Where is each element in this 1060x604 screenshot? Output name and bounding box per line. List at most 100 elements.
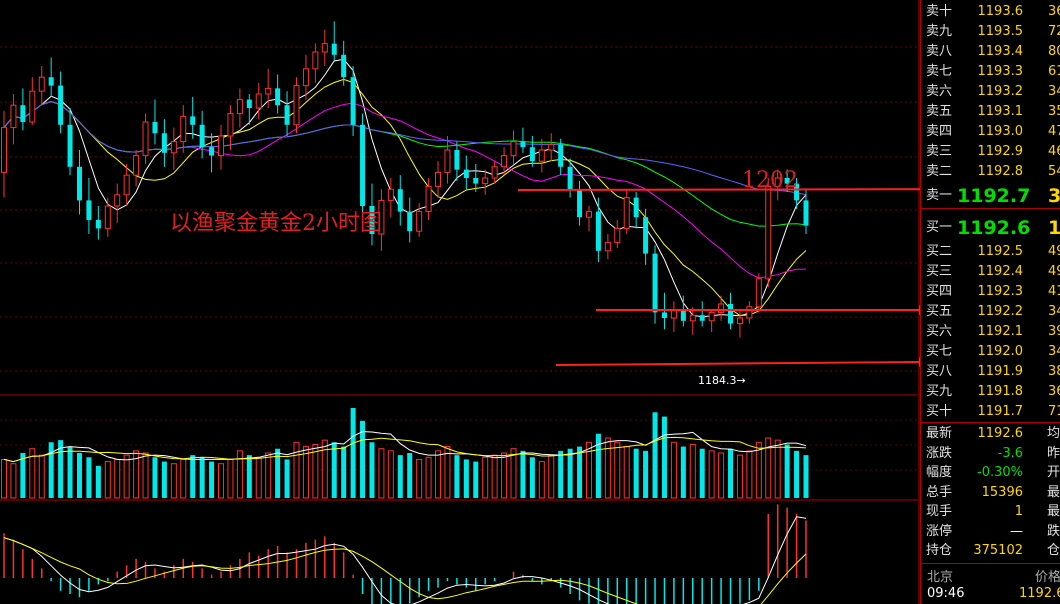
bid-row[interactable]: 买五 1192.2 34	[921, 302, 1060, 322]
volume-bar	[689, 443, 696, 499]
volume-bar	[728, 448, 734, 498]
ask-row[interactable]: 卖九 1193.5 72	[921, 22, 1060, 42]
volume-bar	[652, 412, 658, 498]
volume-bar	[331, 442, 337, 498]
candle	[397, 175, 403, 226]
candle	[199, 110, 205, 159]
bid-row[interactable]: 买七 1192.0 34	[921, 342, 1060, 362]
volume-bar	[803, 455, 809, 498]
bid-price: 1192.1	[977, 324, 1024, 339]
bid-volume: 49	[1048, 264, 1060, 279]
ask-row[interactable]: 卖二 1192.8 54	[921, 162, 1060, 182]
volume-bar	[133, 450, 140, 499]
bid-row[interactable]: 买八 1191.9 38	[921, 362, 1060, 382]
footer-price: 1192.6	[1019, 586, 1060, 601]
candle	[218, 124, 225, 170]
volume-bar	[425, 456, 432, 499]
volume-bar	[284, 459, 290, 498]
volume-bar	[670, 441, 677, 499]
level-lines	[517, 188, 920, 367]
bid-row[interactable]: 买六 1192.1 39	[921, 322, 1060, 342]
divider	[921, 422, 1060, 423]
ask-row[interactable]: 卖六 1193.2 34	[921, 82, 1060, 102]
arrow-head-icon	[919, 305, 920, 315]
macd-line	[3, 516, 807, 604]
ask-row[interactable]: 卖五 1193.1 35	[921, 102, 1060, 122]
volume-bar	[435, 450, 442, 499]
ask-price: 1193.3	[977, 64, 1024, 79]
volume-bar	[774, 439, 781, 499]
candle	[765, 178, 772, 288]
volume-ma-line	[3, 436, 807, 463]
ask-row[interactable]: 卖四 1193.0 47	[921, 122, 1060, 142]
ma60-line	[3, 100, 807, 196]
candle	[48, 57, 54, 97]
candle	[38, 66, 45, 106]
candle	[95, 206, 101, 240]
candle	[142, 113, 149, 164]
volume-bar	[199, 457, 205, 498]
volume-bar	[510, 448, 517, 499]
bid-row[interactable]: 买三 1192.4 49	[921, 262, 1060, 282]
bid-volume: 34	[1048, 344, 1060, 359]
ask-label: 卖六	[926, 84, 953, 99]
candle	[86, 178, 92, 234]
candle	[746, 301, 753, 324]
volume-bar	[491, 454, 498, 499]
ask-volume: 47	[1048, 124, 1060, 139]
ask-volume: 46	[1048, 144, 1060, 159]
candle	[623, 189, 630, 234]
candle	[1, 110, 7, 198]
ask-label: 卖九	[926, 24, 953, 39]
candle	[331, 21, 337, 61]
bid-price: 1191.9	[977, 364, 1024, 379]
footer-place: 北京	[927, 570, 954, 585]
candle	[360, 113, 366, 220]
ask-volume: 80	[1048, 44, 1060, 59]
volume-bar	[604, 437, 611, 499]
ask-row[interactable]: 卖三 1192.9 46	[921, 142, 1060, 162]
macd-panel	[3, 504, 807, 604]
bid-volume: 34	[1048, 304, 1060, 319]
quote-label-2: 最	[1047, 504, 1060, 519]
bid-label: 买二	[926, 244, 953, 259]
candle	[58, 71, 64, 134]
bid-label: 买一	[926, 220, 953, 235]
candle	[76, 150, 82, 215]
bid-row[interactable]: 买十 1191.7 71	[921, 402, 1060, 422]
ask-row[interactable]: 卖八 1193.4 80	[921, 42, 1060, 62]
bid-row[interactable]: 买二 1192.5 49	[921, 242, 1060, 262]
volume-bar	[20, 453, 26, 498]
ask-volume: 35	[1048, 104, 1060, 119]
ask-row[interactable]: 卖一 1192.7 3	[921, 184, 1060, 208]
ask-price: 1193.2	[977, 84, 1024, 99]
ask-row[interactable]: 卖七 1193.3 61	[921, 62, 1060, 82]
candle	[643, 208, 649, 265]
bid-row[interactable]: 买九 1191.8 36	[921, 382, 1060, 402]
volume-bar	[95, 465, 101, 498]
quote-value: 1	[1014, 504, 1023, 519]
candle	[227, 105, 234, 150]
volume-bar	[350, 408, 356, 498]
volume-bar	[680, 446, 686, 498]
ask-label: 卖八	[926, 44, 953, 59]
candle	[558, 138, 564, 176]
bid-price: 1191.8	[977, 384, 1024, 399]
bid-row[interactable]: 买一 1192.6 1	[921, 216, 1060, 240]
quote-row: 涨停 — 跌	[921, 522, 1060, 542]
candle	[454, 141, 460, 181]
ask-row[interactable]: 卖十 1193.6 36	[921, 2, 1060, 22]
candle	[548, 133, 555, 162]
ask-volume: 54	[1048, 164, 1060, 179]
bid-volume: 49	[1048, 244, 1060, 259]
quote-label-2: 最	[1047, 484, 1060, 500]
candle	[170, 127, 177, 170]
ask-label: 卖一	[926, 188, 953, 203]
footer-values: 09:46 1192.6	[921, 586, 1060, 604]
ask-price: 1192.7	[957, 185, 1031, 207]
level-line	[555, 361, 920, 366]
volume-bar	[755, 441, 762, 499]
volume-bar	[302, 446, 309, 499]
bid-row[interactable]: 买四 1192.3 41	[921, 282, 1060, 302]
bid-volume: 41	[1048, 284, 1060, 299]
